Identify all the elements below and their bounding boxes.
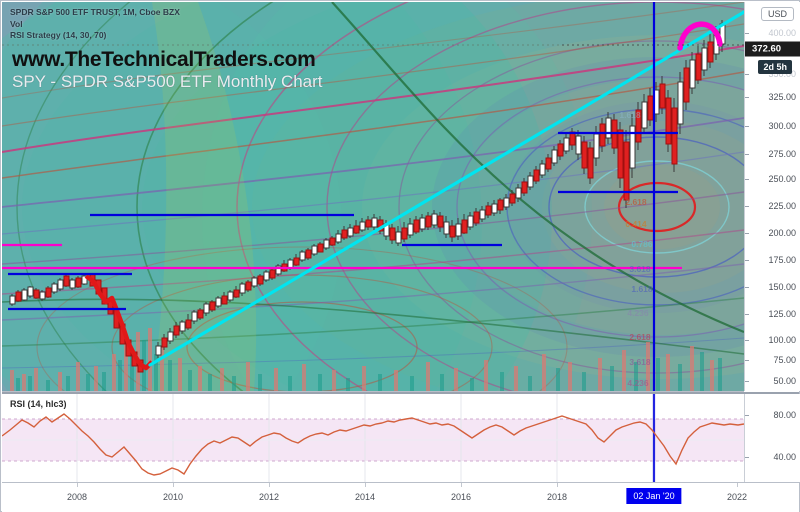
fib-label-4: 0.786 [631, 239, 653, 249]
fib-label-7: 4.236 [627, 308, 649, 318]
fib-label-2: 2.618 [625, 197, 647, 207]
price-axis[interactable]: USD 400.00 350.00 325.00 300.00 275.00 2… [744, 2, 800, 391]
currency-button[interactable]: USD [760, 7, 794, 21]
price-tick-100: 100.00 [768, 335, 796, 345]
price-tick-400: 400.00 [768, 28, 796, 38]
price-tick-75: 75.00 [773, 355, 796, 365]
rsi-canvas [2, 394, 744, 482]
support-resistance-lines [8, 131, 678, 311]
time-tick-2018: 2018 [546, 492, 568, 502]
price-legend: SPDR S&P 500 ETF TRUST, 1M, Cboe BZX Vol… [10, 7, 180, 42]
time-tick-2008: 2008 [66, 492, 88, 502]
rsi-pane[interactable]: RSI (14, hlc3) [2, 394, 744, 482]
fib-label-5: 3.618 [629, 264, 651, 274]
current-date-label: 02 Jan '20 [626, 488, 682, 504]
fib-label-6: 1.618 [631, 284, 653, 294]
rsi-line [2, 413, 744, 476]
countdown-badge: 2d 5h [758, 60, 792, 74]
fib-label-9: 3.618 [629, 357, 651, 367]
cyan-trendline [148, 10, 744, 367]
fib-label-8: 2.618 [629, 332, 651, 342]
price-chart-canvas [2, 2, 744, 391]
time-axis[interactable]: 2008 2010 2012 2014 2016 2018 2022 02 Ja… [2, 482, 799, 512]
price-chart-pane[interactable]: SPDR S&P 500 ETF TRUST, 1M, Cboe BZX Vol… [2, 2, 744, 391]
time-tick-2022: 2022 [726, 492, 748, 502]
time-tick-2010: 2010 [162, 492, 184, 502]
background-arc-lobes [2, 2, 592, 391]
price-tick-175: 175.00 [768, 255, 796, 265]
price-tick-50: 50.00 [773, 376, 796, 386]
price-tick-125: 125.00 [768, 309, 796, 319]
pane-divider [2, 391, 744, 392]
time-tick-2014: 2014 [354, 492, 376, 502]
last-price-badge: 372.60 [745, 41, 800, 57]
rsi-legend: RSI (14, hlc3) [10, 399, 67, 409]
price-tick-300: 300.00 [768, 121, 796, 131]
green-divider-arc-2 [2, 298, 744, 355]
fib-label-3: 0.414 [625, 219, 647, 229]
price-tick-225: 225.00 [768, 201, 796, 211]
price-tick-350: 350.00 [768, 69, 796, 79]
volume-bars [10, 328, 722, 391]
magenta-dome-arc [677, 21, 723, 51]
legend-strategy: RSI Strategy (14, 30, 70) [10, 30, 107, 40]
price-tick-250: 250.00 [768, 174, 796, 184]
crash-trend-overlay [84, 274, 154, 371]
price-tick-325: 325.00 [768, 92, 796, 102]
green-divider-arc [331, 2, 744, 334]
fib-label-1: 1.618 [619, 110, 641, 120]
pane-divider-outer [2, 392, 799, 394]
legend-volume: Vol [10, 18, 23, 29]
magenta-levels [2, 243, 682, 270]
legend-symbol: SPDR S&P 500 ETF TRUST, 1M, Cboe BZX [10, 7, 180, 17]
price-tick-150: 150.00 [768, 282, 796, 292]
price-tick-275: 275.00 [768, 149, 796, 159]
fib-label-10: 4.236 [627, 378, 649, 388]
price-tick-200: 200.00 [768, 228, 796, 238]
rsi-tick-80: 80.00 [773, 410, 796, 420]
rsi-axis[interactable]: 80.00 40.00 [744, 394, 800, 482]
time-tick-2012: 2012 [258, 492, 280, 502]
time-tick-2016: 2016 [450, 492, 472, 502]
rsi-tick-40: 40.00 [773, 452, 796, 462]
